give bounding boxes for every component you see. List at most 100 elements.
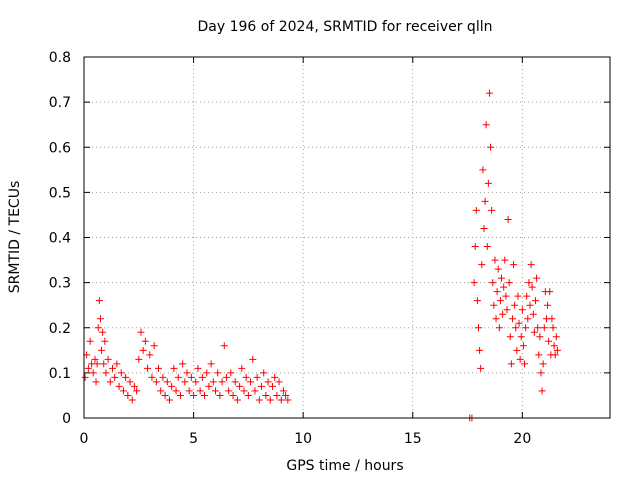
data-point [539, 360, 547, 368]
data-point [499, 310, 507, 318]
data-point [513, 346, 521, 354]
data-point [551, 351, 559, 359]
y-tick-label: 0 [62, 411, 71, 427]
data-point [113, 360, 121, 368]
y-axis-label: SRMTID / TECUs [7, 181, 23, 294]
data-point [155, 364, 163, 372]
data-point [236, 382, 244, 390]
data-point [185, 387, 193, 395]
y-tick-label: 0.1 [49, 366, 71, 382]
data-point [128, 396, 136, 404]
data-point [284, 396, 292, 404]
data-point [507, 360, 515, 368]
data-point [101, 337, 109, 345]
data-point [159, 373, 167, 381]
data-point [282, 391, 290, 399]
data-point [176, 391, 184, 399]
data-point [119, 387, 127, 395]
data-point [476, 346, 484, 354]
data-point [95, 297, 103, 305]
data-point [498, 274, 506, 282]
data-point [522, 324, 530, 332]
data-point [192, 378, 200, 386]
data-point [196, 387, 204, 395]
data-point [212, 387, 219, 395]
data-point [548, 315, 556, 323]
data-point [161, 391, 169, 399]
data-point [172, 387, 180, 395]
data-point [220, 342, 228, 350]
data-point [124, 391, 132, 399]
data-point [183, 369, 191, 377]
data-point [517, 333, 525, 341]
data-point [244, 391, 252, 399]
data-point [179, 360, 187, 368]
data-point [201, 391, 209, 399]
data-point [516, 355, 524, 363]
data-point [494, 265, 502, 273]
data-point [190, 391, 198, 399]
data-point [258, 382, 266, 390]
x-tick-label: 0 [80, 431, 89, 447]
x-axis-label: GPS time / hours [286, 458, 403, 474]
data-point [205, 382, 213, 390]
chart-title: Day 196 of 2024, SRMTID for receiver qll… [198, 19, 493, 35]
y-tick-label: 0.2 [49, 321, 71, 337]
data-point [194, 364, 202, 372]
data-point [117, 369, 125, 377]
data-point [488, 206, 496, 214]
data-point [480, 224, 488, 232]
data-point [253, 373, 261, 381]
data-point [170, 364, 178, 372]
data-point [550, 342, 558, 350]
data-point [98, 346, 106, 354]
data-point [525, 279, 533, 287]
data-point [530, 328, 538, 336]
grid [84, 57, 610, 418]
data-point [531, 297, 539, 305]
data-point [133, 387, 141, 395]
data-point [483, 243, 491, 251]
data-point [209, 378, 217, 386]
data-point [249, 355, 257, 363]
data-point [99, 328, 107, 336]
data-point [104, 355, 112, 363]
y-tick-label: 0.4 [49, 231, 71, 247]
data-point [526, 301, 534, 309]
data-point [115, 382, 123, 390]
data-point [553, 346, 561, 354]
data-point [510, 261, 518, 269]
data-point [262, 391, 270, 399]
data-point [264, 378, 272, 386]
data-point [251, 387, 259, 395]
data-point [111, 373, 119, 381]
data-point [89, 369, 97, 377]
plot-frame [83, 56, 611, 419]
x-tick-label: 15 [404, 431, 422, 447]
data-point [544, 301, 552, 309]
data-point [218, 378, 226, 386]
data-point [150, 342, 158, 350]
data-point [524, 315, 532, 323]
data-point [471, 243, 479, 251]
data-point [546, 288, 554, 296]
data-point [492, 315, 500, 323]
data-point [268, 382, 276, 390]
data-point [187, 373, 195, 381]
data-point [122, 373, 130, 381]
data-point [92, 378, 100, 386]
data-point [233, 396, 241, 404]
data-point [273, 391, 281, 399]
data-point [523, 292, 531, 300]
data-point [152, 378, 160, 386]
x-tick-label: 20 [513, 431, 531, 447]
data-point [163, 378, 171, 386]
data-point [135, 355, 143, 363]
data-point [487, 143, 495, 151]
data-point [501, 256, 509, 264]
axis-ticks: 0 5 10 15 20 0 0.1 0.2 0.3 0.4 0.5 0.6 0.7 0.8 [49, 50, 610, 447]
y-tick-label: 0.5 [49, 185, 71, 201]
data-point [515, 319, 523, 327]
data-point [207, 360, 215, 368]
